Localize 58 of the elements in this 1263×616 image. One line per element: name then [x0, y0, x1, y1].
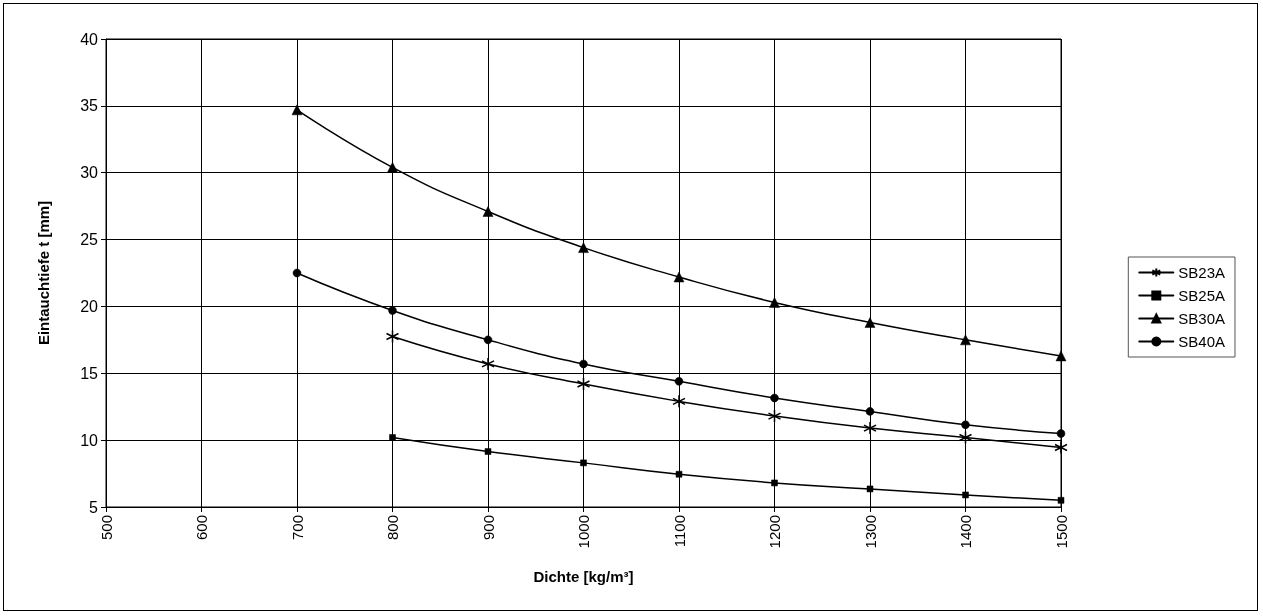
point: [767, 409, 782, 423]
x-tick-label: 600: [193, 515, 210, 541]
point: [1057, 497, 1065, 504]
point: [866, 485, 874, 493]
y-tick-label: 10: [80, 431, 99, 449]
point: [291, 104, 303, 116]
point: [387, 162, 398, 173]
x-tick-label: 800: [384, 515, 401, 541]
point: [576, 377, 591, 391]
x-tick-label: 500: [97, 515, 115, 541]
point: [771, 479, 778, 487]
point: [579, 359, 588, 369]
point: [675, 470, 683, 478]
x-tick-label: 1400: [957, 515, 974, 549]
point: [482, 206, 494, 217]
y-tick-label: 35: [80, 97, 99, 115]
x-tick-label: 1200: [766, 515, 783, 549]
point: [961, 420, 970, 430]
point: [770, 393, 779, 403]
legend-label: SB40A: [1178, 333, 1225, 350]
y-tick-label: 20: [80, 297, 99, 315]
x-tick-label: 700: [288, 515, 306, 541]
point: [769, 297, 780, 308]
point: [578, 242, 589, 253]
point: [484, 448, 492, 455]
y-tick-label: 25: [80, 231, 99, 249]
point: [672, 394, 686, 409]
legend-label: SB30A: [1178, 310, 1225, 327]
point: [960, 334, 971, 346]
point: [481, 357, 495, 371]
point: [673, 271, 685, 283]
legend-label: SB25A: [1178, 287, 1225, 304]
point: [1055, 350, 1067, 362]
point: [389, 434, 396, 441]
point: [863, 421, 877, 435]
legend-label: SB23A: [1178, 264, 1225, 281]
x-tick-label: 900: [479, 515, 497, 541]
point: [483, 335, 493, 345]
x-tick-label: 1300: [861, 515, 879, 549]
x-tick-label: 1100: [670, 515, 688, 548]
point: [865, 407, 875, 416]
point: [385, 329, 400, 344]
point: [864, 317, 876, 328]
y-tick-label: 40: [80, 30, 99, 48]
x-tick-label: 1500: [1052, 515, 1070, 549]
point: [962, 491, 969, 499]
point: [1056, 429, 1066, 438]
y-tick-label: 15: [80, 364, 99, 382]
x-axis-title: Dichte [kg/m³]: [533, 568, 634, 585]
y-tick-label: 5: [89, 498, 99, 516]
point: [674, 377, 684, 386]
x-tick-label: 1000: [575, 515, 592, 549]
y-tick-label: 30: [80, 164, 99, 182]
y-axis-title: Eintauchtiefe t [mm]: [35, 200, 52, 346]
point: [292, 268, 302, 278]
point: [580, 459, 587, 467]
point: [388, 306, 397, 315]
point: [958, 430, 973, 445]
